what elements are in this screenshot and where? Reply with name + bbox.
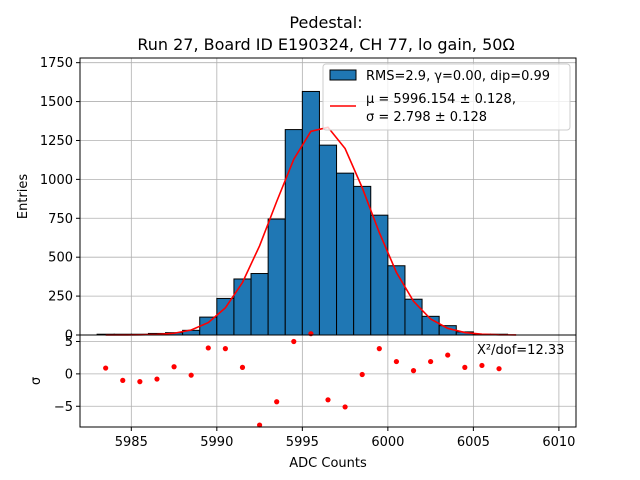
residual-point bbox=[291, 338, 297, 345]
legend-box bbox=[322, 63, 571, 131]
residual-point bbox=[393, 358, 400, 365]
residual-point bbox=[103, 365, 109, 371]
residual-point bbox=[120, 377, 126, 383]
x-tick-label: 5995 bbox=[286, 435, 319, 450]
histogram-bar bbox=[216, 297, 235, 336]
histogram-bar bbox=[318, 144, 338, 336]
histogram-y-tick-label: 1750 bbox=[40, 56, 73, 71]
residual-point bbox=[308, 331, 314, 337]
residual-point bbox=[274, 399, 280, 405]
legend-histogram-label: RMS=2.9, γ=0.00, dip=0.99 bbox=[366, 69, 550, 84]
residual-y-tick-label: 0 bbox=[65, 367, 73, 382]
gaussian-fit-curve bbox=[105, 126, 517, 336]
histogram-bar bbox=[387, 265, 406, 336]
histogram-bar bbox=[250, 273, 269, 336]
residual-points bbox=[103, 331, 502, 428]
legend-fit-label-sigma: σ = 2.798 ± 0.128 bbox=[366, 110, 487, 125]
histogram-panel: 0 250 500 750 1000 1250 1500 1750 Entries RMS=2… bbox=[16, 56, 577, 344]
x-axis-label: ADC Counts bbox=[289, 456, 367, 471]
residual-point bbox=[410, 368, 417, 374]
histogram-bar bbox=[301, 90, 320, 336]
residual-point bbox=[154, 376, 160, 382]
histogram-y-tick-label: 0 bbox=[65, 329, 73, 344]
histogram-bar bbox=[404, 298, 423, 336]
residual-y-ticks: −5 0 5 bbox=[54, 335, 80, 415]
residual-y-label: σ bbox=[29, 377, 44, 385]
residual-point bbox=[359, 371, 365, 378]
x-tick-label: 6005 bbox=[457, 435, 490, 450]
chi2-annotation: Χ²/dof=12.33 bbox=[477, 343, 564, 358]
histogram-y-ticks: 0 250 500 750 1000 1250 1500 1750 bbox=[40, 56, 80, 344]
residual-frame bbox=[79, 334, 577, 428]
histogram-bar bbox=[233, 278, 252, 336]
legend-histogram-swatch bbox=[329, 69, 357, 81]
residual-y-tick-label: 5 bbox=[65, 335, 73, 350]
residual-point bbox=[445, 352, 451, 358]
x-tick-label: 6010 bbox=[542, 435, 575, 450]
histogram-y-tick-label: 1250 bbox=[40, 134, 73, 149]
histogram-y-tick-label: 250 bbox=[48, 290, 73, 305]
residual-point bbox=[137, 379, 143, 385]
residual-point bbox=[496, 366, 502, 372]
histogram-y-tick-label: 750 bbox=[48, 212, 73, 227]
histogram-bar bbox=[336, 172, 355, 336]
chart-title-line2: Run 27, Board ID E190324, CH 77, lo gain… bbox=[137, 35, 514, 54]
histogram-y-tick-label: 1000 bbox=[40, 173, 73, 188]
histogram-y-tick-label: 1500 bbox=[40, 95, 73, 110]
x-tick-label: 5985 bbox=[115, 435, 148, 450]
residual-point bbox=[205, 345, 211, 351]
residual-point bbox=[342, 404, 348, 410]
histogram-bar bbox=[353, 185, 372, 336]
residual-point bbox=[462, 364, 468, 370]
legend: RMS=2.9, γ=0.00, dip=0.99 μ = 5996.154 ±… bbox=[322, 63, 571, 131]
residual-panel: 5985 5990 5995 6000 6005 6010 −505 σ ADC Coun… bbox=[29, 331, 577, 471]
residual-x-ticks: 5985 5990 5995 6000 6005 6010 bbox=[115, 427, 575, 450]
residual-point bbox=[376, 346, 382, 352]
residual-grid bbox=[80, 335, 576, 427]
residual-point bbox=[256, 422, 263, 428]
histogram-bar bbox=[267, 218, 286, 336]
histogram-y-label: Entries bbox=[16, 174, 31, 220]
chart-title-line1: Pedestal: bbox=[289, 13, 362, 32]
residual-point bbox=[479, 362, 485, 369]
residual-point bbox=[428, 358, 434, 365]
residual-point bbox=[188, 372, 194, 378]
x-tick-label: 5990 bbox=[200, 435, 233, 450]
x-tick-label: 6000 bbox=[371, 435, 404, 450]
residual-point bbox=[171, 364, 177, 370]
residual-y-tick-label: −5 bbox=[54, 400, 73, 415]
legend-fit-label-mu: μ = 5996.154 ± 0.128, bbox=[366, 92, 516, 107]
residual-point bbox=[239, 364, 246, 370]
residual-point bbox=[325, 397, 331, 403]
histogram-y-tick-label: 500 bbox=[48, 251, 73, 266]
residual-point bbox=[222, 346, 228, 352]
